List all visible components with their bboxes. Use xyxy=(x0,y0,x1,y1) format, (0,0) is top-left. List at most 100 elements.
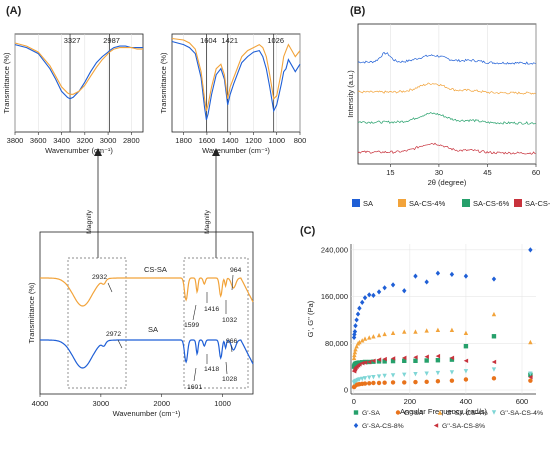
legend-swatch xyxy=(514,199,522,207)
ftir-full-frame xyxy=(39,231,254,395)
data-point xyxy=(367,381,372,386)
series-label-sa: SA xyxy=(148,325,158,334)
data-point xyxy=(376,357,382,362)
y-tick-label: 240,000 xyxy=(321,245,348,254)
scatter-series-g-sa-cs-8- xyxy=(351,353,533,380)
xrd-chart: 15 30 45 60 2θ (degree) Intensity (a.u.) SA SA-… xyxy=(346,23,550,208)
legend-marker xyxy=(353,422,359,429)
data-point xyxy=(402,288,407,294)
y-tick-label: 0 xyxy=(344,386,348,395)
data-point xyxy=(402,372,407,378)
data-point xyxy=(360,299,365,305)
xrd-series-sa-cs-4- xyxy=(357,82,536,95)
data-point xyxy=(382,356,387,362)
data-point xyxy=(435,327,441,333)
data-point xyxy=(528,378,533,383)
legend-label: SA xyxy=(363,199,373,208)
data-point xyxy=(390,358,396,364)
series-line-cs-sa xyxy=(14,42,143,95)
annotation-label: 1032 xyxy=(222,317,237,324)
legend-label: G''-SA-CS-4% xyxy=(500,410,543,417)
data-point xyxy=(463,330,469,335)
data-point xyxy=(449,357,455,362)
legend-marker xyxy=(395,410,401,415)
ftir_zoom1-frame xyxy=(14,33,144,133)
annotation-label: 2932 xyxy=(92,274,107,281)
data-point xyxy=(463,358,469,363)
annotation-arrow xyxy=(231,274,234,291)
data-point xyxy=(376,359,382,364)
data-point xyxy=(390,373,396,378)
x-tick-label: 3800 xyxy=(7,136,24,145)
data-point xyxy=(435,358,441,363)
data-point xyxy=(435,270,441,276)
scatter-series-g-sa-cs-4- xyxy=(351,311,533,361)
data-point xyxy=(352,329,358,335)
y-tick-label: 160,000 xyxy=(321,292,348,301)
data-point xyxy=(528,247,533,253)
data-point xyxy=(367,375,372,380)
annotation-label: 1416 xyxy=(204,306,219,313)
data-point xyxy=(424,379,429,385)
scatter-series-g-sa xyxy=(351,334,533,378)
magnify-arrow-left xyxy=(94,148,102,258)
x-tick-label: 15 xyxy=(386,168,394,177)
data-point xyxy=(371,334,376,339)
annotation-arrow xyxy=(192,304,197,321)
ftir-full-chart: 4000 3000 2000 1000 Wavenumber (cm⁻¹) Transmi… xyxy=(27,231,254,418)
legend-marker xyxy=(433,423,439,428)
annotation-arrow xyxy=(193,367,197,382)
data-point xyxy=(424,328,429,333)
annotation-arrow xyxy=(117,339,123,349)
data-point xyxy=(367,359,372,365)
magnify-label-left: Magnify xyxy=(86,210,93,234)
data-point xyxy=(382,359,387,364)
x-tick-label: 3600 xyxy=(30,136,47,145)
y-tick-label: 80,000 xyxy=(325,339,348,348)
legend-swatch xyxy=(352,199,360,207)
x-tick-label: 0 xyxy=(352,397,356,406)
annotation-label: 964 xyxy=(230,267,242,274)
legend-marker xyxy=(491,410,497,415)
annotation-label: 2972 xyxy=(106,331,121,338)
data-point xyxy=(371,374,376,380)
data-point xyxy=(491,311,497,317)
data-point xyxy=(376,289,382,295)
data-point xyxy=(360,338,365,343)
data-point xyxy=(357,339,362,345)
data-point xyxy=(371,358,376,363)
legend-label: SA-CS-4% xyxy=(409,199,446,208)
xrd-series-sa xyxy=(357,51,536,65)
data-point xyxy=(449,370,455,375)
x-tick-label: 1800 xyxy=(175,136,192,145)
scatter-series-g-sa xyxy=(351,376,533,390)
data-point xyxy=(491,367,497,372)
annotation-label: 1601 xyxy=(187,384,202,391)
peak-marker-label: 1604 xyxy=(200,36,217,45)
data-point xyxy=(491,334,497,339)
legend-label: SA-CS-10% xyxy=(525,199,550,208)
x-tick-label: 1400 xyxy=(222,136,239,145)
legend-label: G'-SA-CS-8% xyxy=(362,423,404,430)
peak-marker-label: 1026 xyxy=(267,36,284,45)
data-point xyxy=(382,285,387,291)
data-point xyxy=(449,355,455,361)
data-point xyxy=(371,292,376,298)
magnify-box-right xyxy=(183,257,249,389)
data-point xyxy=(435,379,441,384)
data-point xyxy=(463,344,469,349)
y-axis-title: Transmittance (%) xyxy=(159,52,168,113)
data-point xyxy=(355,311,361,317)
x-axis-title: Wavenumber (cm⁻¹) xyxy=(202,146,270,155)
data-point xyxy=(362,381,368,386)
ftir-zoom-3800-2700: 3800 3600 3400 3200 3000 2800 Wavenumber (cm⁻¹… xyxy=(2,33,144,155)
data-point xyxy=(424,358,429,363)
data-point xyxy=(449,271,455,277)
legend-label: G'-SA-CS-4% xyxy=(446,410,488,417)
data-point xyxy=(390,330,396,335)
data-point xyxy=(376,374,382,379)
data-point xyxy=(376,380,382,386)
series-label-cs-sa: CS-SA xyxy=(144,265,167,274)
annotation-label: 966 xyxy=(226,338,238,345)
